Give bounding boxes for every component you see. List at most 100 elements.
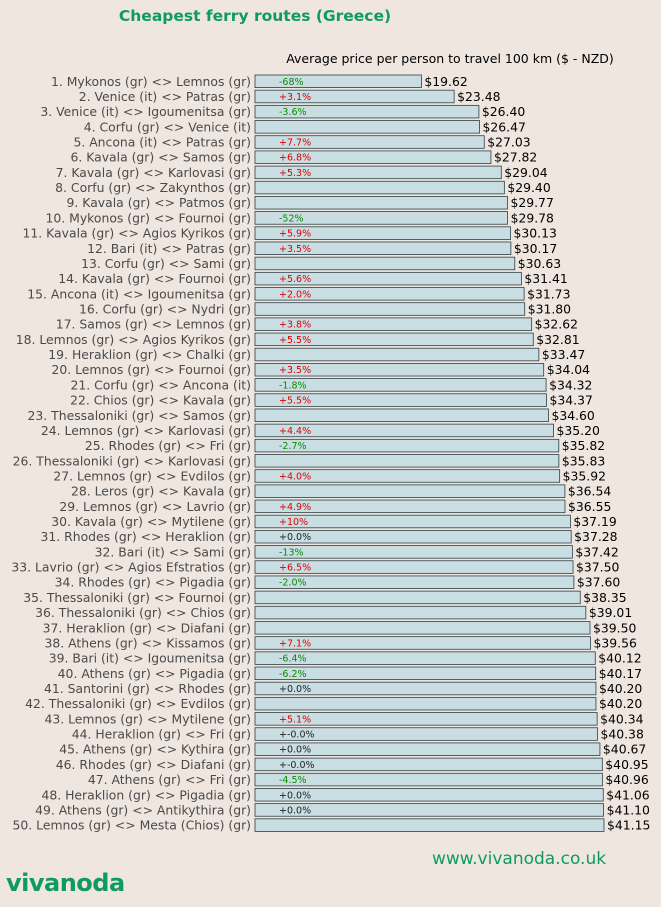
category-label: 16. Corfu (gr) <> Nydri (gr) bbox=[79, 302, 251, 317]
bar bbox=[254, 803, 604, 817]
value-label: $30.63 bbox=[518, 256, 561, 271]
change-label: +6.8% bbox=[279, 153, 311, 164]
value-label: $40.20 bbox=[599, 696, 642, 711]
category-label: 45. Athens (gr) <> Kythira (gr) bbox=[59, 742, 251, 757]
value-label: $39.01 bbox=[589, 605, 632, 620]
value-label: $37.50 bbox=[576, 560, 619, 575]
value-label: $34.37 bbox=[549, 393, 592, 408]
category-label: 11. Kavala (gr) <> Agios Kyrikos (gr) bbox=[23, 226, 252, 241]
category-label: 14. Kavala (gr) <> Fournoi (gr) bbox=[58, 271, 251, 286]
change-label: +3.8% bbox=[279, 320, 311, 331]
change-label: -3.6% bbox=[279, 107, 307, 118]
category-label: 12. Bari (it) <> Patras (gr) bbox=[87, 241, 251, 256]
category-label: 13. Corfu (gr) <> Sami (gr) bbox=[81, 256, 251, 271]
change-label: +5.3% bbox=[279, 168, 311, 179]
bar bbox=[254, 651, 596, 665]
value-label: $35.92 bbox=[563, 468, 606, 483]
value-label: $40.95 bbox=[605, 757, 648, 772]
website-link[interactable]: www.vivanoda.co.uk bbox=[432, 849, 607, 869]
value-label: $31.73 bbox=[527, 286, 570, 301]
value-label: $30.13 bbox=[514, 226, 557, 241]
bar bbox=[254, 180, 505, 195]
x-axis-label: Average price per person to travel 100 k… bbox=[286, 51, 614, 66]
value-label: $37.19 bbox=[573, 514, 616, 529]
change-label: +6.5% bbox=[279, 563, 311, 574]
bar bbox=[254, 196, 508, 210]
change-label: +5.5% bbox=[279, 335, 311, 346]
value-label: $40.20 bbox=[599, 681, 642, 696]
bar bbox=[254, 317, 533, 331]
category-label: 32. Bari (it) <> Sami (gr) bbox=[95, 544, 251, 559]
bar bbox=[254, 499, 566, 514]
category-label: 48. Heraklion (gr) <> Pigadia (gr) bbox=[41, 787, 251, 802]
value-label: $33.47 bbox=[542, 347, 585, 362]
change-label: +0.0% bbox=[279, 532, 311, 543]
bar bbox=[254, 545, 573, 559]
value-label: $34.32 bbox=[549, 377, 592, 392]
category-label: 50. Lemnos (gr) <> Mesta (Chios) (gr) bbox=[13, 818, 252, 833]
category-label: 10. Mykonos (gr) <> Fournoi (gr) bbox=[45, 210, 251, 225]
change-label: +4.9% bbox=[279, 502, 311, 513]
bar bbox=[254, 408, 549, 422]
category-label: 3. Venice (it) <> Igoumenitsa (gr) bbox=[40, 104, 251, 119]
bar bbox=[254, 818, 605, 832]
change-label: +5.9% bbox=[279, 229, 311, 240]
value-label: $38.35 bbox=[583, 590, 626, 605]
category-label: 44. Heraklion (gr) <> Fri (gr) bbox=[72, 727, 251, 742]
bar bbox=[254, 256, 516, 271]
category-label: 42. Thessaloniki (gr) <> Evdilos (gr) bbox=[25, 696, 251, 711]
category-label: 1. Mykonos (gr) <> Lemnos (gr) bbox=[51, 74, 251, 89]
value-label: $35.20 bbox=[557, 423, 600, 438]
bar bbox=[254, 438, 560, 453]
category-label: 23. Thessaloniki (gr) <> Samos (gr) bbox=[28, 408, 251, 423]
category-label: 43. Lemnos (gr) <> Mytilene (gr) bbox=[44, 711, 251, 726]
value-label: $36.54 bbox=[568, 484, 611, 499]
bar bbox=[254, 165, 502, 180]
bar bbox=[254, 469, 561, 483]
category-label: 34. Rhodes (gr) <> Pigadia (gr) bbox=[55, 575, 251, 590]
change-label: +-0.0% bbox=[279, 760, 315, 771]
value-label: $36.55 bbox=[568, 499, 611, 514]
value-label: $35.82 bbox=[562, 438, 605, 453]
category-label: 15. Ancona (it) <> Igoumenitsa (gr) bbox=[27, 286, 251, 301]
change-label: +5.6% bbox=[279, 274, 311, 285]
bar bbox=[254, 226, 511, 240]
change-label: +3.5% bbox=[279, 244, 311, 255]
value-label: $29.04 bbox=[504, 165, 547, 180]
change-label: -52% bbox=[279, 213, 304, 224]
value-label: $23.48 bbox=[457, 89, 500, 104]
category-label: 5. Ancona (it) <> Patras (gr) bbox=[73, 135, 251, 150]
value-label: $41.10 bbox=[607, 802, 650, 817]
change-label: +0.0% bbox=[279, 790, 311, 801]
category-label: 26. Thessaloniki (gr) <> Karlovasi (gr) bbox=[13, 453, 251, 468]
category-label: 20. Lemnos (gr) <> Fournoi (gr) bbox=[51, 362, 251, 377]
change-label: -13% bbox=[279, 547, 304, 558]
category-label: 49. Athens (gr) <> Antikythira (gr) bbox=[35, 802, 251, 817]
category-label: 6. Kavala (gr) <> Samos (gr) bbox=[70, 150, 251, 165]
change-label: +3.1% bbox=[279, 92, 311, 103]
bar bbox=[254, 529, 572, 544]
category-label: 18. Lemnos (gr) <> Agios Kyrikos (gr) bbox=[16, 332, 251, 347]
bar bbox=[254, 712, 598, 726]
value-label: $39.50 bbox=[593, 620, 636, 635]
bar bbox=[254, 89, 455, 104]
bar bbox=[254, 696, 597, 711]
category-label: 33. Lavrio (gr) <> Agios Efstratios (gr) bbox=[11, 560, 251, 575]
bar bbox=[254, 363, 545, 377]
value-label: $41.15 bbox=[607, 818, 650, 833]
bar bbox=[254, 302, 526, 316]
bar bbox=[254, 241, 512, 255]
category-label: 17. Samos (gr) <> Lemnos (gr) bbox=[56, 317, 251, 332]
value-label: $35.83 bbox=[562, 453, 605, 468]
bar bbox=[254, 575, 575, 589]
bar bbox=[254, 150, 492, 164]
bar bbox=[254, 104, 480, 119]
category-label: 24. Lemnos (gr) <> Karlovasi (gr) bbox=[41, 423, 251, 438]
value-label: $32.81 bbox=[536, 332, 579, 347]
bar bbox=[254, 454, 560, 468]
value-label: $27.03 bbox=[487, 135, 530, 150]
value-label: $41.06 bbox=[606, 787, 649, 802]
change-label: +10% bbox=[279, 517, 308, 528]
value-label: $37.60 bbox=[577, 575, 620, 590]
bar bbox=[254, 393, 547, 407]
